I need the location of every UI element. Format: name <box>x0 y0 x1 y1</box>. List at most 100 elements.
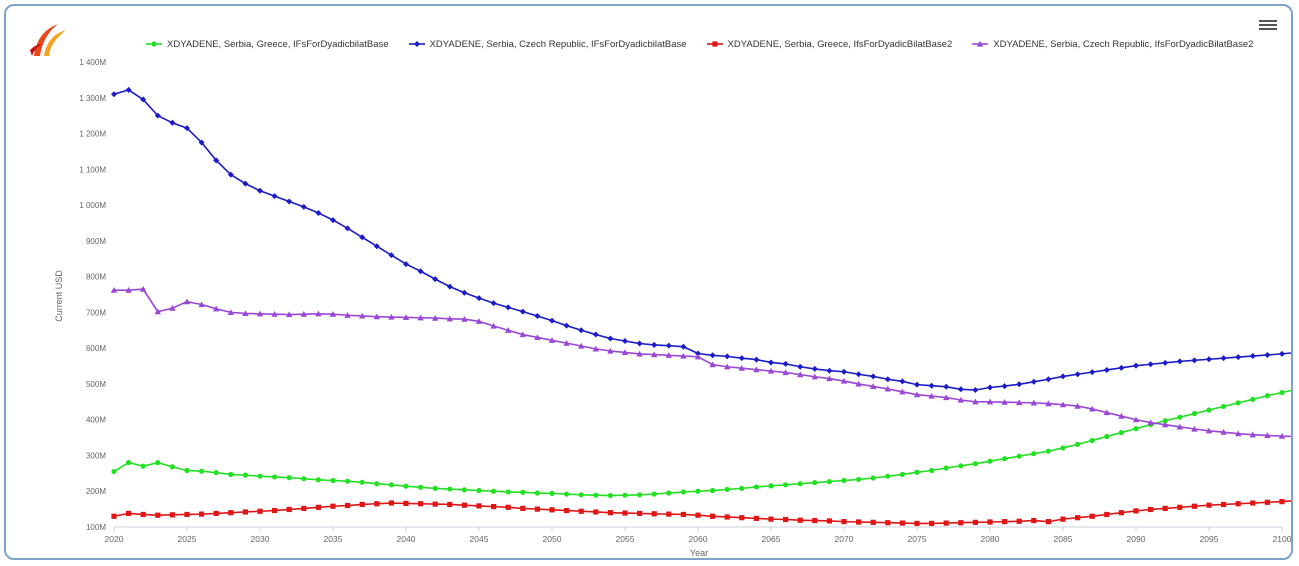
data-point[interactable] <box>899 520 905 526</box>
data-point[interactable] <box>607 492 614 499</box>
data-point[interactable] <box>110 287 118 293</box>
data-point[interactable] <box>855 380 862 387</box>
data-point[interactable] <box>184 125 190 132</box>
data-point[interactable] <box>169 512 175 518</box>
data-point[interactable] <box>155 460 161 466</box>
data-point[interactable] <box>885 520 891 526</box>
data-point[interactable] <box>724 486 730 493</box>
data-point[interactable] <box>505 304 512 311</box>
data-point[interactable] <box>491 488 497 494</box>
data-point[interactable] <box>710 513 716 519</box>
data-point[interactable] <box>797 371 804 378</box>
data-point[interactable] <box>1118 510 1124 516</box>
data-point[interactable] <box>271 193 278 200</box>
data-point[interactable] <box>1191 425 1198 432</box>
data-point[interactable] <box>797 517 803 523</box>
data-point[interactable] <box>929 520 935 527</box>
data-point[interactable] <box>403 483 409 489</box>
data-point[interactable] <box>724 363 731 370</box>
data-point[interactable] <box>286 475 292 481</box>
data-point[interactable] <box>155 512 161 518</box>
data-point[interactable] <box>1089 369 1096 376</box>
data-point[interactable] <box>1221 403 1227 410</box>
data-point[interactable] <box>330 503 336 509</box>
data-point[interactable] <box>1235 400 1241 406</box>
data-point[interactable] <box>1118 364 1125 371</box>
data-point[interactable] <box>1045 519 1051 525</box>
data-point[interactable] <box>549 490 555 496</box>
data-point[interactable] <box>345 478 351 484</box>
data-point[interactable] <box>782 369 789 376</box>
data-point[interactable] <box>739 485 745 491</box>
data-point[interactable] <box>914 469 920 475</box>
data-point[interactable] <box>154 308 161 315</box>
data-point[interactable] <box>374 501 380 507</box>
data-point[interactable] <box>1074 402 1081 409</box>
data-point[interactable] <box>680 352 687 359</box>
data-point[interactable] <box>622 492 628 498</box>
data-point[interactable] <box>1002 519 1008 525</box>
data-point[interactable] <box>665 352 672 358</box>
data-point[interactable] <box>711 41 718 47</box>
data-point[interactable] <box>184 467 190 474</box>
data-point[interactable] <box>914 520 920 527</box>
data-point[interactable] <box>125 86 132 93</box>
data-point[interactable] <box>680 511 686 518</box>
data-point[interactable] <box>286 311 293 318</box>
data-point[interactable] <box>1075 441 1081 447</box>
data-point[interactable] <box>987 458 993 464</box>
data-point[interactable] <box>972 398 979 405</box>
data-point[interactable] <box>257 508 263 514</box>
data-point[interactable] <box>1001 398 1008 405</box>
data-point[interactable] <box>1001 383 1008 390</box>
data-point[interactable] <box>505 489 511 495</box>
data-point[interactable] <box>855 371 862 378</box>
data-point[interactable] <box>1103 366 1110 373</box>
data-point[interactable] <box>665 342 672 349</box>
data-point[interactable] <box>447 501 453 508</box>
data-point[interactable] <box>928 392 935 399</box>
data-point[interactable] <box>1278 432 1286 439</box>
data-point[interactable] <box>753 356 760 363</box>
data-point[interactable] <box>490 300 497 307</box>
data-point[interactable] <box>1030 378 1037 385</box>
data-point[interactable] <box>1133 362 1139 369</box>
data-point[interactable] <box>753 366 760 373</box>
data-point[interactable] <box>1016 399 1023 406</box>
data-point[interactable] <box>680 489 687 495</box>
data-point[interactable] <box>592 345 599 352</box>
data-point[interactable] <box>607 347 614 354</box>
data-point[interactable] <box>884 376 891 383</box>
data-point[interactable] <box>885 473 891 479</box>
data-point[interactable] <box>184 511 190 518</box>
data-point[interactable] <box>315 209 322 216</box>
data-point[interactable] <box>213 157 220 164</box>
data-point[interactable] <box>154 112 161 119</box>
data-point[interactable] <box>899 378 906 385</box>
data-point[interactable] <box>841 368 847 375</box>
data-point[interactable] <box>446 283 453 290</box>
data-point[interactable] <box>1016 518 1022 524</box>
data-point[interactable] <box>413 41 420 47</box>
data-point[interactable] <box>709 352 716 359</box>
data-point[interactable] <box>169 119 176 126</box>
data-point[interactable] <box>344 225 351 232</box>
legend-item[interactable]: XDYADENE, Serbia, Czech Republic, IFsFor… <box>408 36 687 52</box>
data-point[interactable] <box>111 468 117 475</box>
data-point[interactable] <box>1118 429 1124 436</box>
data-point[interactable] <box>972 387 979 394</box>
data-point[interactable] <box>330 217 336 224</box>
data-point[interactable] <box>330 477 336 484</box>
data-point[interactable] <box>505 504 511 510</box>
data-point[interactable] <box>1206 407 1212 413</box>
data-point[interactable] <box>1104 511 1110 518</box>
data-point[interactable] <box>578 508 584 514</box>
data-point[interactable] <box>548 337 556 343</box>
data-point[interactable] <box>1089 437 1095 444</box>
data-point[interactable] <box>432 485 438 491</box>
data-point[interactable] <box>811 373 818 380</box>
data-point[interactable] <box>329 310 337 317</box>
data-point[interactable] <box>490 322 497 329</box>
data-point[interactable] <box>447 486 453 492</box>
data-point[interactable] <box>651 351 658 358</box>
